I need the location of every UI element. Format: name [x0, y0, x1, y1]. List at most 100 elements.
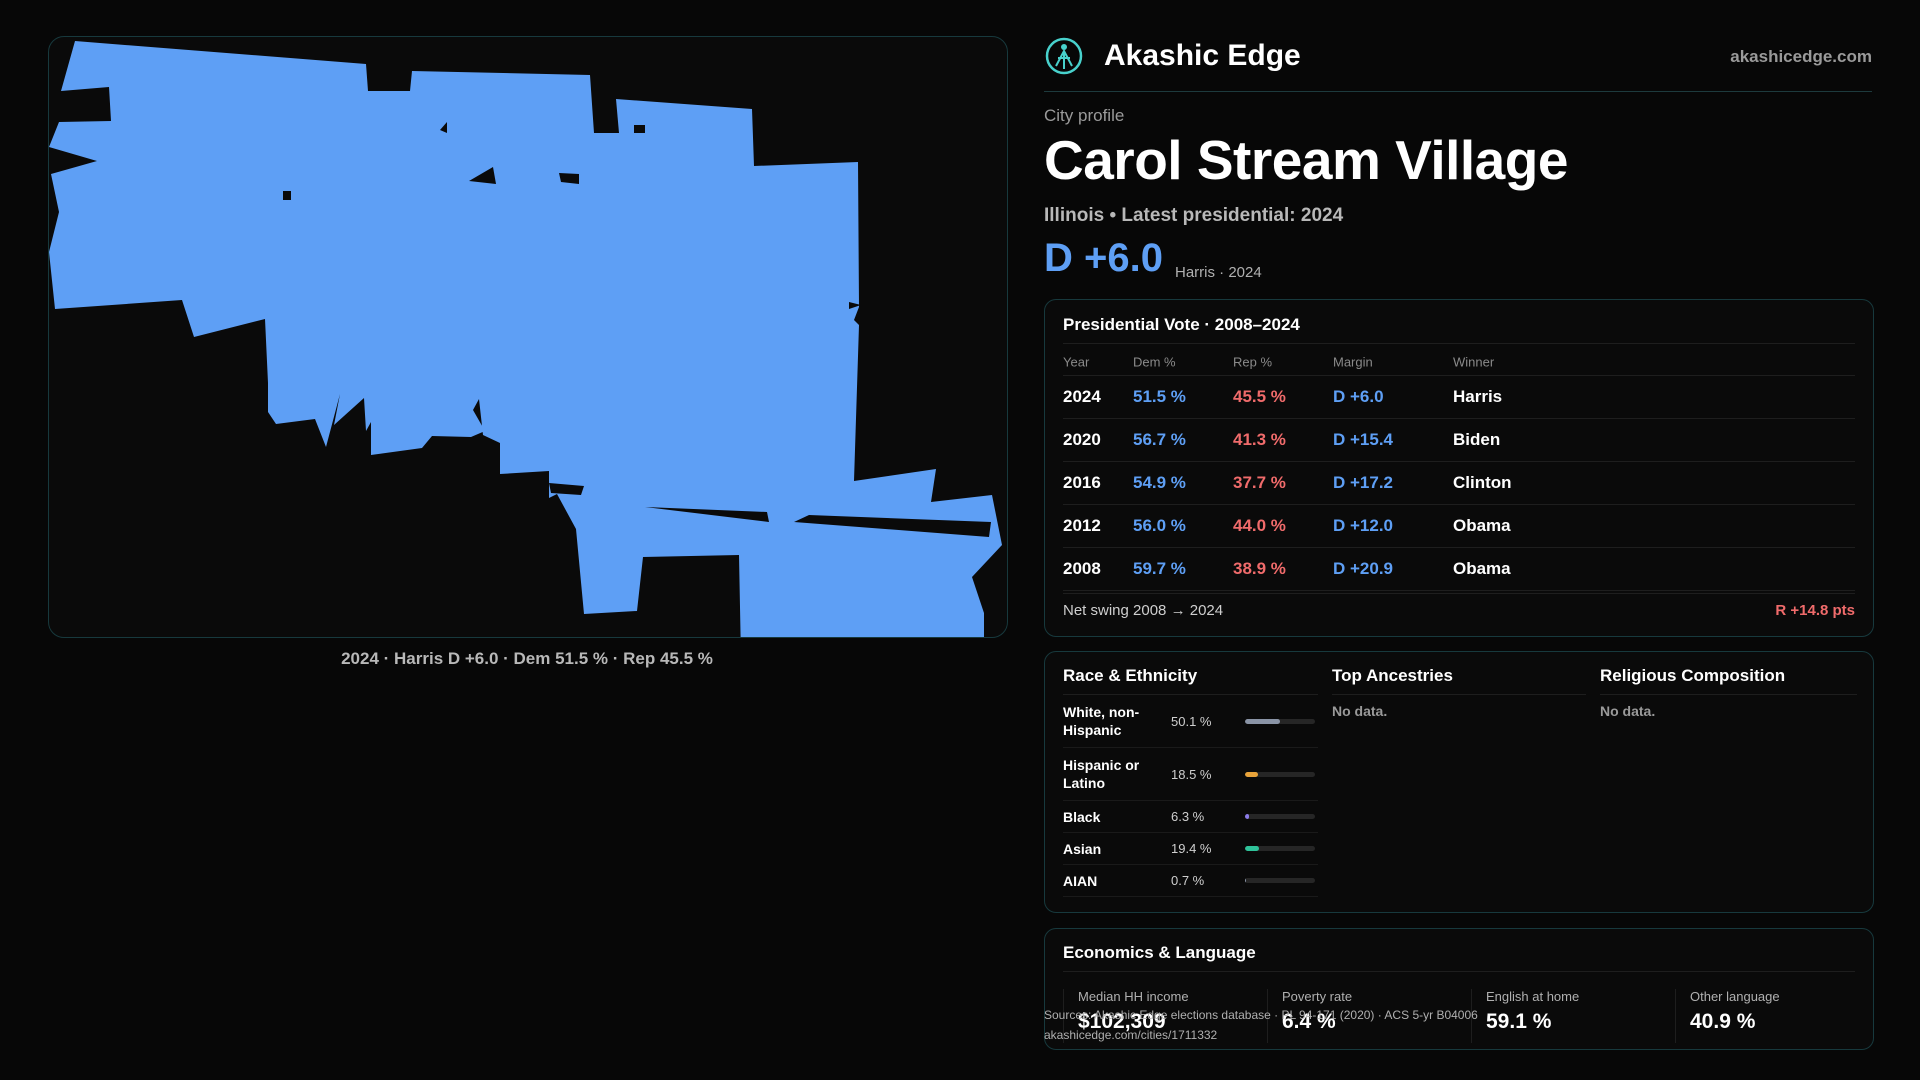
row-year: 2008 [1063, 559, 1101, 578]
row-year: 2016 [1063, 473, 1101, 492]
top-ancestries-section: Top Ancestries No data. [1332, 666, 1586, 719]
sources-line: Sources: Akashic Edge elections database… [1044, 1008, 1478, 1022]
race-bar-fill [1245, 718, 1281, 724]
header-divider [1044, 91, 1872, 92]
religious-composition-section: Religious Composition No data. [1600, 666, 1857, 719]
headline-margin-note: Harris · 2024 [1175, 264, 1262, 281]
stat-label: Poverty rate [1282, 989, 1353, 1004]
stat-median-income: Median HH income $102,309 [1063, 989, 1267, 1043]
page-eyebrow: City profile [1044, 106, 1125, 125]
race-bar-fill [1245, 771, 1258, 777]
row-winner: Biden [1453, 430, 1501, 449]
row-rep-pct: 44.0 % [1233, 516, 1286, 535]
column-header-dem: Dem % [1133, 354, 1176, 370]
divider [1063, 971, 1855, 972]
race-bar [1245, 846, 1315, 851]
stat-label: Median HH income [1078, 989, 1189, 1004]
page-subtitle: Illinois • Latest presidential: 2024 [1044, 205, 1344, 226]
stat-english-at-home: English at home 59.1 % [1471, 989, 1675, 1043]
race-label: Black [1063, 808, 1101, 825]
row-margin: D +6.0 [1333, 387, 1384, 406]
religion-empty: No data. [1600, 703, 1656, 719]
net-swing-value: R +14.8 pts [1775, 602, 1855, 619]
row-winner: Clinton [1453, 473, 1512, 492]
row-rep-pct: 45.5 % [1233, 387, 1286, 406]
vote-table: Year Dem % Rep % Margin Winner 2024 51.5… [1063, 349, 1855, 591]
divider [1063, 343, 1855, 344]
race-bar [1245, 878, 1315, 883]
race-label: Hispanic or Latino [1063, 757, 1140, 791]
column-header-rep: Rep % [1233, 354, 1273, 370]
row-rep-pct: 37.7 % [1233, 473, 1286, 492]
stat-value: 6.4 % [1282, 1010, 1336, 1033]
table-header: Year Dem % Rep % Margin Winner [1063, 349, 1855, 376]
sources-footer: Sources: Akashic Edge elections database… [1044, 1005, 1478, 1045]
table-row: 2016 54.9 % 37.7 % D +17.2 Clinton [1063, 462, 1855, 505]
race-ethnicity-section: Race & Ethnicity White, non-Hispanic 50.… [1063, 666, 1318, 897]
table-row: 2012 56.0 % 44.0 % D +12.0 Obama [1063, 505, 1855, 548]
race-bar [1245, 718, 1315, 724]
net-swing-label: Net swing 2008 → 2024 [1063, 602, 1224, 619]
economics-panel: Economics & Language Median HH income $1… [1044, 928, 1874, 1050]
headline-margin: D +6.0 [1044, 236, 1163, 280]
row-rep-pct: 38.9 % [1233, 559, 1286, 578]
top-ancestries-title: Top Ancestries [1332, 666, 1453, 685]
row-margin: D +20.9 [1333, 559, 1394, 578]
stat-poverty-rate: Poverty rate 6.4 % [1267, 989, 1471, 1043]
row-year: 2012 [1063, 516, 1101, 535]
stat-value: 40.9 % [1690, 1010, 1756, 1033]
brand-name: Akashic Edge [1104, 39, 1301, 72]
stat-label: English at home [1486, 989, 1580, 1004]
race-bar [1245, 771, 1315, 777]
city-url-link[interactable]: akashicedge.com/cities/1711332 [1044, 1028, 1218, 1042]
row-winner: Obama [1453, 559, 1511, 578]
row-dem-pct: 56.7 % [1133, 430, 1186, 449]
row-winner: Obama [1453, 516, 1511, 535]
race-pct: 19.4 % [1171, 841, 1212, 856]
row-margin: D +12.0 [1333, 516, 1394, 535]
row-margin: D +17.2 [1333, 473, 1394, 492]
race-row: Black 6.3 % [1063, 801, 1318, 833]
race-label: Asian [1063, 840, 1102, 857]
race-bar [1245, 814, 1315, 819]
akashic-logo-icon [1045, 37, 1083, 75]
race-ethnicity-title: Race & Ethnicity [1063, 666, 1198, 685]
demographics-panel: Race & Ethnicity White, non-Hispanic 50.… [1044, 651, 1874, 913]
row-year: 2024 [1063, 387, 1101, 406]
table-row: 2020 56.7 % 41.3 % D +15.4 Biden [1063, 419, 1855, 462]
site-link[interactable]: akashicedge.com [1730, 47, 1872, 66]
race-bar-fill [1245, 814, 1250, 819]
race-pct: 6.3 % [1171, 809, 1205, 824]
row-margin: D +15.4 [1333, 430, 1394, 449]
city-boundary-shape [49, 41, 1002, 637]
city-boundary-map [49, 41, 1002, 637]
column-header-year: Year [1063, 354, 1090, 370]
table-row: 2008 59.7 % 38.9 % D +20.9 Obama [1063, 548, 1855, 591]
stat-label: Other language [1690, 989, 1780, 1004]
religious-composition-title: Religious Composition [1600, 666, 1786, 685]
race-bar-fill [1245, 846, 1259, 851]
column-header-winner: Winner [1453, 354, 1495, 370]
race-row: Asian 19.4 % [1063, 833, 1318, 865]
row-rep-pct: 41.3 % [1233, 430, 1286, 449]
presidential-vote-panel: Presidential Vote · 2008–2024 Year Dem %… [1044, 299, 1874, 637]
vote-panel-title: Presidential Vote · 2008–2024 [1063, 315, 1300, 334]
page-title: Carol Stream Village [1044, 129, 1568, 191]
city-map[interactable] [48, 36, 1008, 638]
ancestries-empty: No data. [1332, 703, 1388, 719]
column-header-margin: Margin [1333, 354, 1373, 370]
stat-other-language: Other language 40.9 % [1675, 989, 1857, 1043]
economics-title: Economics & Language [1063, 943, 1256, 962]
race-pct: 50.1 % [1171, 713, 1212, 729]
divider [1063, 694, 1318, 695]
race-label: White, non-Hispanic [1063, 704, 1140, 738]
race-row: Hispanic or Latino 18.5 % [1063, 748, 1318, 801]
race-pct: 18.5 % [1171, 766, 1212, 782]
brand[interactable]: Akashic Edge [1044, 36, 1301, 76]
row-dem-pct: 59.7 % [1133, 559, 1186, 578]
stat-value: 59.1 % [1486, 1010, 1552, 1033]
divider [1332, 694, 1586, 695]
row-dem-pct: 56.0 % [1133, 516, 1186, 535]
row-year: 2020 [1063, 430, 1101, 449]
divider [1600, 694, 1857, 695]
